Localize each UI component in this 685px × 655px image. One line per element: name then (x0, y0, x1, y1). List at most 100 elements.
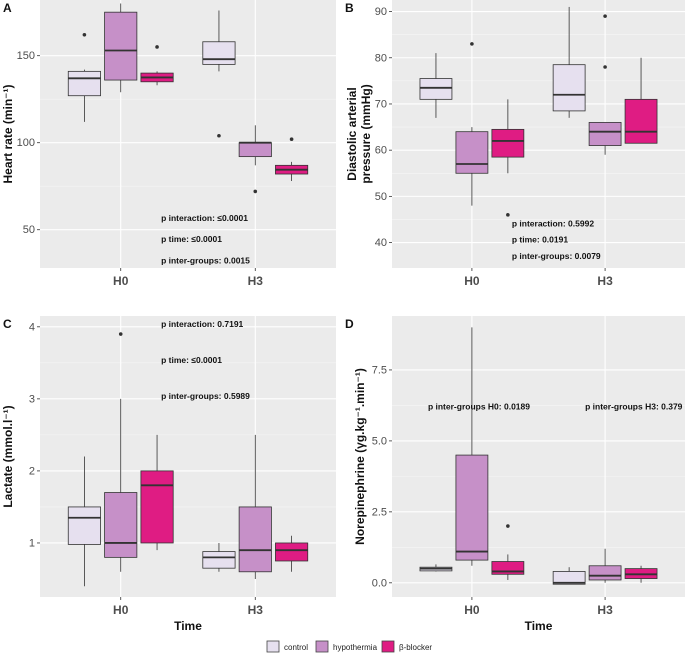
box-iqr (104, 492, 138, 558)
box-iqr (624, 98, 658, 144)
box-iqr (588, 122, 622, 146)
outlier-point (155, 45, 159, 49)
panel-label: B (345, 1, 354, 15)
y-tick-label: 3 (29, 393, 35, 405)
x-tick-label: H0 (464, 603, 480, 617)
box-iqr (67, 506, 101, 545)
outlier-point (217, 133, 221, 138)
outlier-point (253, 189, 258, 194)
box-iqr (588, 565, 622, 581)
box-h0-hypothermia (104, 3, 138, 93)
box-iqr (552, 571, 586, 585)
p-value-annotation: p inter-groups: 0.0015 (161, 256, 250, 266)
box-iqr (455, 454, 489, 561)
legend: control hypothermia β-blocker (266, 640, 432, 653)
box-iqr (275, 542, 309, 562)
x-axis-title: Time (174, 619, 202, 633)
x-tick-label: H3 (597, 274, 613, 288)
y-tick-label: 2 (29, 465, 35, 477)
y-axis-title-line: pressure (mmHg) (359, 84, 373, 183)
panel-C: 1 2 3 4 H0 H3 p interaction: 0.7191 p time: ≤0.… (1, 316, 336, 633)
outlier-point (289, 137, 294, 142)
y-tick-label: 5.0 (372, 435, 387, 447)
y-tick-label: 100 (17, 137, 35, 149)
x-tick-label: H0 (113, 274, 129, 288)
box-iqr (202, 551, 236, 569)
y-axis-title: Diastolic arterialpressure (mmHg) (345, 84, 373, 183)
y-axis-title: Norepinephrine (γg.kg⁻¹.min⁻¹) (353, 368, 367, 545)
box-iqr (238, 506, 272, 573)
legend-key-control (266, 640, 280, 653)
box-h3-beta-blocker (624, 57, 658, 144)
outlier-point (603, 14, 607, 18)
box-h0-beta-blocker (140, 45, 174, 86)
y-tick-label: 40 (375, 237, 387, 249)
box-h3-control (552, 567, 586, 585)
box-h3-hypothermia (238, 125, 272, 194)
y-tick-label: 80 (375, 52, 387, 64)
legend-key-hypothermia (315, 640, 329, 653)
panel-background (40, 0, 336, 268)
box-h0-hypothermia (455, 327, 489, 566)
y-axis-title: Lactate (mmol.l⁻¹) (1, 405, 15, 507)
box-h0-hypothermia (455, 42, 489, 206)
p-value-annotation: p inter-groups: 0.5989 (161, 391, 250, 401)
panel-label: A (3, 1, 12, 15)
x-tick-label: H3 (248, 603, 264, 617)
box-iqr (202, 41, 236, 65)
panel-label: C (3, 317, 12, 331)
box-h3-control (202, 10, 236, 138)
panel-B: 40 50 60 70 80 90 H0 H3 p interaction: 0.5992 p t… (345, 0, 685, 288)
p-value-annotation: p inter-groups H0: 0.0189 (428, 402, 530, 412)
box-iqr (67, 70, 101, 97)
box-h0-control (419, 564, 453, 572)
y-tick-label: 150 (17, 50, 35, 62)
box-h3-control (202, 542, 236, 572)
y-tick-label: 90 (375, 6, 387, 18)
outlier-point (82, 33, 87, 37)
y-tick-label: 60 (375, 145, 387, 157)
box-h0-control (67, 33, 101, 122)
box-h3-beta-blocker (275, 535, 309, 572)
box-h3-beta-blocker (275, 137, 309, 181)
outlier-point (118, 332, 123, 336)
panel-D: 0.0 2.5 5.0 7.5 H0 H3 p inter-groups H0: 0.018… (345, 316, 685, 633)
y-tick-label: 2.5 (372, 506, 387, 518)
p-value-annotation: p time: ≤0.0001 (161, 234, 222, 244)
box-h0-control (67, 456, 101, 587)
box-h0-beta-blocker (140, 434, 174, 551)
p-value-annotation: p interaction: 0.7191 (161, 319, 243, 329)
box-h3-hypothermia (238, 434, 272, 579)
y-tick-label: 1 (29, 537, 35, 549)
outlier-point (603, 65, 607, 69)
legend-label-control: control (284, 643, 308, 652)
box-iqr (104, 11, 138, 81)
box-iqr (491, 128, 525, 158)
p-value-annotation: p interaction: 0.5992 (512, 218, 594, 228)
outlier-point (506, 524, 510, 528)
y-tick-label: 50 (23, 224, 35, 236)
box-h0-control (419, 53, 453, 118)
y-axis-title: Heart rate (min⁻¹) (1, 84, 15, 183)
y-tick-label: 70 (375, 98, 387, 110)
legend-key-beta-blocker (381, 640, 395, 653)
box-h0-beta-blocker (491, 524, 525, 580)
x-tick-label: H3 (248, 274, 264, 288)
x-tick-label: H3 (597, 603, 613, 617)
box-h3-beta-blocker (624, 565, 658, 583)
p-value-annotation: p inter-groups: 0.0079 (512, 251, 601, 261)
legend-label-beta-blocker: β-blocker (399, 643, 432, 652)
box-iqr (491, 561, 525, 575)
box-iqr (419, 78, 453, 100)
x-axis-title: Time (525, 619, 553, 633)
outlier-point (506, 213, 510, 217)
box-iqr (140, 470, 174, 544)
box-h0-hypothermia (104, 332, 138, 572)
y-tick-label: 7.5 (372, 364, 387, 376)
y-tick-label: 4 (29, 321, 35, 333)
box-h3-hypothermia (588, 548, 622, 583)
outlier-point (470, 42, 474, 46)
x-tick-label: H0 (464, 274, 480, 288)
p-value-annotation: p interaction: ≤0.0001 (161, 213, 248, 223)
